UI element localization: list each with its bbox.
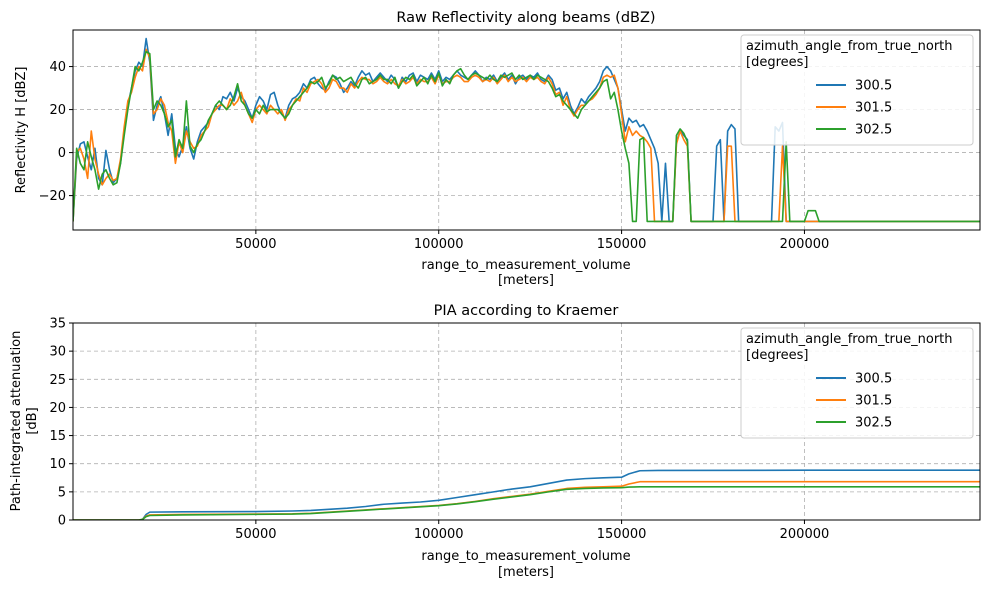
- reflectivity-legend-label: 302.5: [855, 123, 892, 138]
- pia-y-label-line2: [dB]: [25, 407, 40, 434]
- pia-y-tick-label: 35: [49, 317, 66, 332]
- reflectivity-legend-box: [740, 34, 974, 146]
- pia-ticks: 50000 100000 150000 200000 0 5 10 15 20 25 30 35: [49, 317, 829, 543]
- pia-y-tick-label: 15: [49, 429, 66, 444]
- pia-x-label-line2: [meters]: [498, 565, 554, 580]
- pia-y-tick-label: 30: [49, 345, 66, 360]
- pia-legend-label: 302.5: [855, 416, 892, 431]
- pia-y-tick-label: 0: [58, 514, 66, 529]
- pia-legend-title: [degrees]: [746, 348, 808, 363]
- reflectivity-x-tick-label: 100000: [414, 237, 464, 252]
- reflectivity-legend-label: 301.5: [855, 101, 892, 116]
- pia-y-tick-label: 20: [49, 401, 66, 416]
- reflectivity-series-line-302-5: [73, 50, 980, 223]
- pia-y-label-line1: Path-integrated attenuation: [9, 331, 24, 512]
- reflectivity-series: [73, 37, 980, 223]
- reflectivity-y-tick-label: 20: [49, 103, 66, 118]
- pia-series-line-300-5: [73, 469, 980, 520]
- reflectivity-legend: azimuth_angle_from_true_north[degrees] 30…: [740, 34, 974, 146]
- reflectivity-axes-frame: [72, 29, 981, 231]
- pia-legend: azimuth_angle_from_true_north[degrees] 30…: [740, 327, 974, 439]
- reflectivity-y-tick-label: −20: [39, 189, 66, 204]
- reflectivity-legend-title: azimuth_angle_from_true_north: [746, 39, 953, 54]
- reflectivity-x-label-line2: [meters]: [498, 273, 554, 288]
- reflectivity-chart: Raw Reflectivity along beams (dBZ) 50000…: [14, 10, 981, 288]
- pia-y-tick-label: 5: [58, 485, 66, 500]
- reflectivity-chart-title: Raw Reflectivity along beams (dBZ): [396, 10, 655, 26]
- pia-series: [73, 469, 980, 520]
- pia-chart-title: PIA according to Kraemer: [434, 303, 619, 319]
- pia-x-label-line1: range_to_measurement_volume: [421, 549, 630, 564]
- pia-legend-label: 300.5: [855, 372, 892, 387]
- pia-x-tick-label: 100000: [414, 527, 464, 542]
- pia-legend-title: azimuth_angle_from_true_north: [746, 332, 953, 347]
- pia-legend-box: [740, 327, 974, 439]
- pia-chart: PIA according to Kraemer 50000 100000 1500…: [9, 303, 981, 580]
- pia-legend-label: 301.5: [855, 394, 892, 409]
- reflectivity-y-tick-label: 0: [58, 146, 66, 161]
- pia-axes-frame: [72, 322, 981, 521]
- pia-series-line-302-5: [73, 485, 980, 520]
- reflectivity-x-tick-label: 150000: [597, 237, 647, 252]
- reflectivity-x-label-line1: range_to_measurement_volume: [421, 258, 630, 273]
- pia-y-tick-label: 25: [49, 373, 66, 388]
- reflectivity-y-tick-label: 40: [49, 60, 66, 75]
- reflectivity-ticks: 50000 100000 150000 200000 −20 0 20 40: [39, 60, 830, 252]
- pia-x-tick-label: 50000: [235, 527, 276, 542]
- reflectivity-legend-label: 300.5: [855, 79, 892, 94]
- pia-x-tick-label: 200000: [780, 527, 830, 542]
- pia-y-tick-label: 10: [49, 457, 66, 472]
- reflectivity-x-tick-label: 50000: [235, 237, 276, 252]
- reflectivity-x-tick-label: 200000: [780, 237, 830, 252]
- reflectivity-y-label: Reflectivity H [dBZ]: [14, 67, 29, 194]
- pia-x-tick-label: 150000: [597, 527, 647, 542]
- reflectivity-legend-title: [degrees]: [746, 55, 808, 70]
